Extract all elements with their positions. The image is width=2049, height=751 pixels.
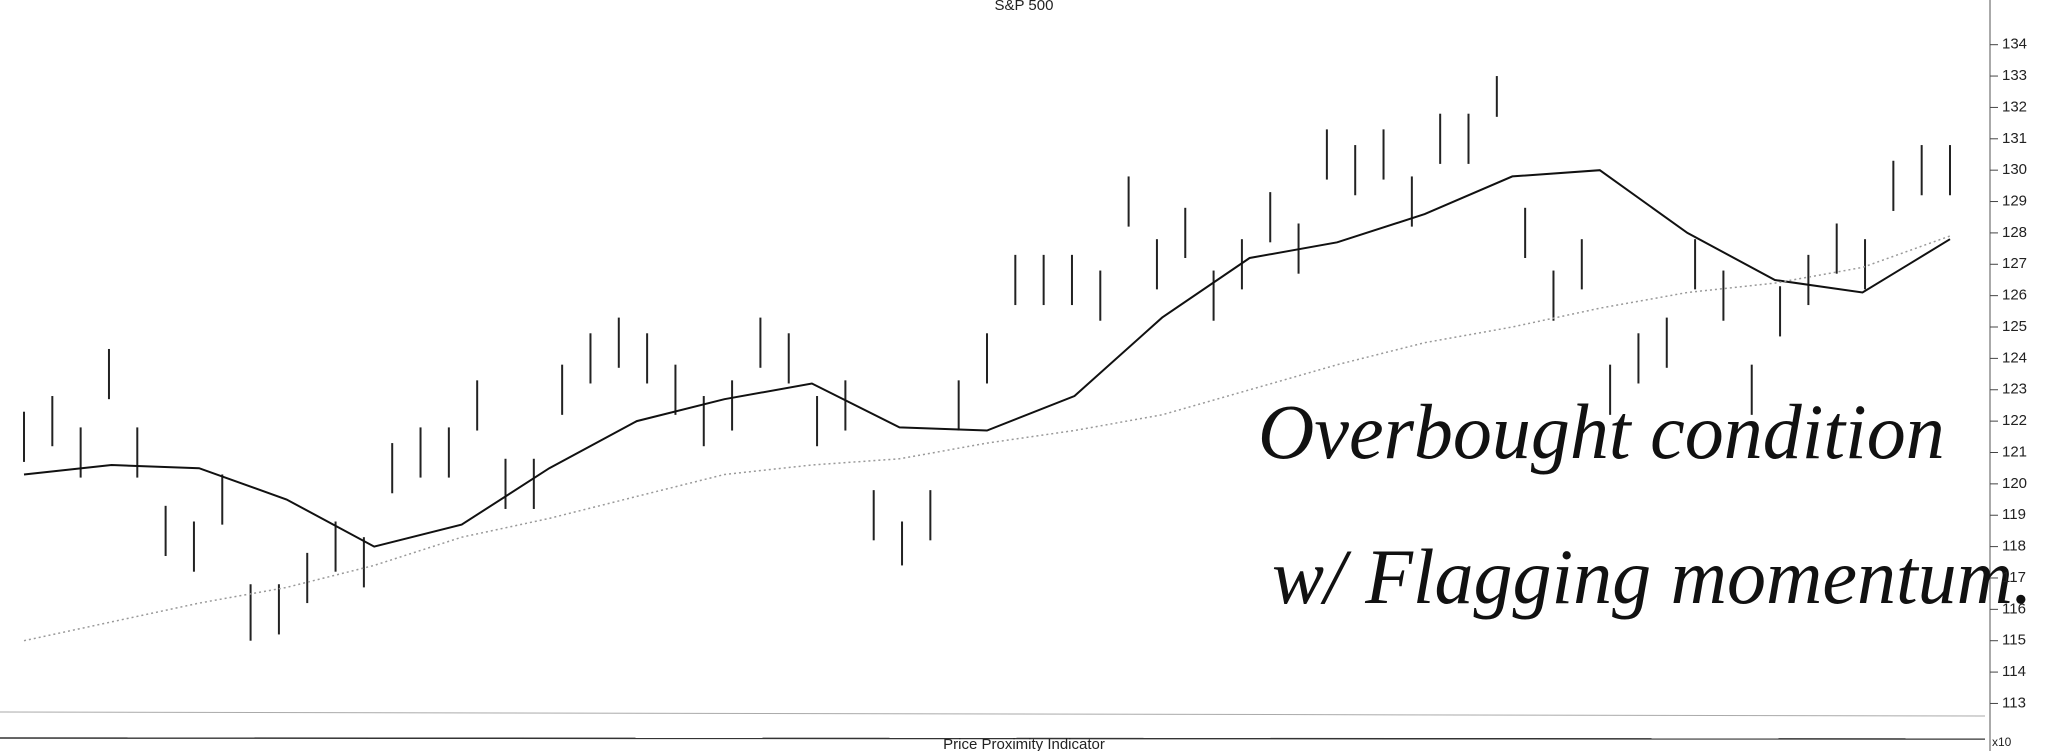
subtitle: Price Proximity Indicator (943, 736, 1105, 751)
y-tick-label: 114 (2002, 663, 2026, 680)
y-tick-label: 124 (2002, 349, 2027, 366)
y-tick-label: 133 (2002, 67, 2027, 84)
annotation: Overbought condition (1258, 388, 1945, 475)
y-tick-label: 119 (2002, 506, 2026, 523)
y-tick-label: 122 (2002, 412, 2027, 429)
chart-title: S&P 500 (995, 0, 1054, 14)
moving-average (23, 235, 1951, 642)
y-tick-label: 128 (2002, 224, 2027, 241)
axis-label: x10 (1992, 735, 2012, 749)
y-tick-label: 125 (2002, 318, 2027, 335)
y-tick-label: 117 (2002, 569, 2026, 586)
y-tick-label: 121 (2002, 443, 2027, 460)
y-tick-label: 123 (2002, 381, 2027, 398)
y-tick-label: 132 (2002, 98, 2027, 115)
y-tick-label: 130 (2002, 161, 2027, 178)
panel-separator (0, 737, 1986, 740)
y-tick-label: 113 (2002, 694, 2026, 711)
moving-average (23, 169, 1951, 548)
y-tick-label: 129 (2002, 193, 2027, 210)
y-tick-label: 127 (2002, 255, 2027, 272)
panel-separator (0, 711, 1986, 717)
annotation: w/ Flagging momentum. (1272, 533, 2032, 620)
y-tick-label: 116 (2002, 600, 2026, 617)
y-tick-label: 134 (2002, 36, 2027, 53)
y-tick-label: 115 (2002, 632, 2026, 649)
y-tick-label: 131 (2002, 130, 2027, 147)
y-tick-label: 118 (2002, 538, 2026, 555)
y-tick-label: 126 (2002, 287, 2027, 304)
y-tick-label: 120 (2002, 475, 2027, 492)
